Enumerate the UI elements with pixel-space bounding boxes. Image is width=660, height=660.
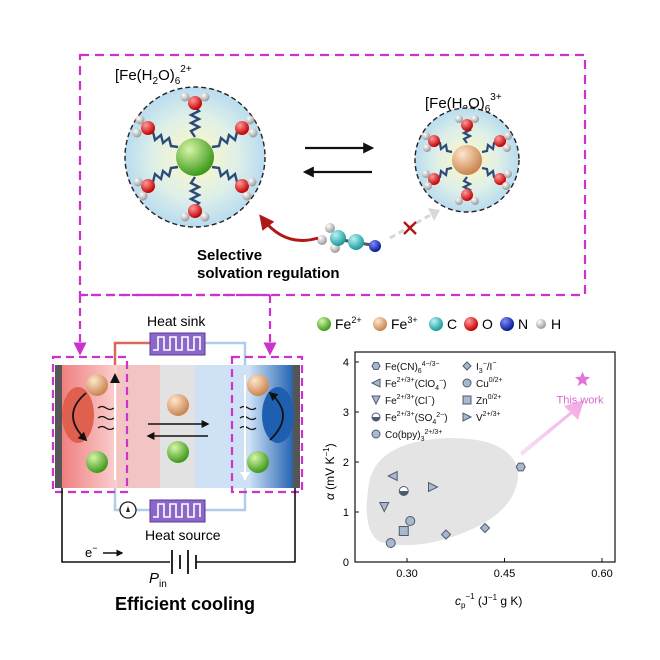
o-legend-swatch — [464, 317, 478, 331]
legend-fe-cl: Fe2+/3+(Cl−) — [385, 394, 435, 407]
data-point — [387, 470, 398, 482]
selective-binding-arrow — [259, 214, 319, 242]
literature-region — [366, 438, 519, 546]
fe3-legend-swatch — [373, 317, 387, 331]
legend-h: H — [551, 316, 561, 332]
h-legend-swatch — [536, 319, 546, 329]
fe2-legend-swatch — [317, 317, 331, 331]
fe2-hexaaqua-complex — [124, 86, 266, 228]
y-tick-label: 3 — [343, 407, 349, 419]
battery-icon — [171, 550, 197, 574]
data-point — [398, 526, 409, 536]
power-input-label: Pin — [149, 570, 167, 590]
legend-o: O — [482, 316, 493, 332]
legend-c: C — [447, 316, 457, 332]
fe2-complex-label: [Fe(H2O)62+ — [115, 64, 192, 87]
data-point — [462, 395, 472, 405]
selective-caption-line1: Selective — [197, 247, 262, 264]
legend-cu: Cu0/2+ — [476, 377, 503, 390]
c-legend-swatch — [429, 317, 443, 331]
data-point — [405, 516, 416, 526]
y-tick-label: 1 — [343, 507, 349, 519]
legend-fecn: Fe(CN)64−/3− — [385, 361, 440, 375]
x-tick-label: 0.30 — [396, 568, 417, 580]
water-molecules — [132, 92, 258, 222]
legend-co-bpy: Co(bpy)32+/3+ — [385, 429, 442, 443]
data-point — [462, 378, 472, 388]
legend-v: V2+/3+ — [476, 411, 501, 424]
panel-connectors — [73, 293, 277, 356]
n-legend-swatch — [500, 317, 514, 331]
equilibrium-arrows — [302, 142, 375, 178]
data-point — [515, 462, 526, 472]
data-point — [440, 529, 452, 540]
left-electrode — [55, 365, 62, 488]
thermocell-diagram: Heat sink — [51, 313, 304, 590]
selective-caption-line2: solvation regulation — [197, 265, 340, 282]
top-panel-frame — [78, 53, 587, 297]
data-point — [385, 538, 396, 548]
heat-sink-label: Heat sink — [147, 313, 206, 329]
electron-label: e− — [85, 543, 98, 560]
y-tick-label: 4 — [343, 357, 349, 369]
legend-fe3: Fe3+ — [391, 315, 418, 332]
atom-legend: Fe2+ Fe3+ C O N H — [317, 315, 561, 332]
data-point — [462, 412, 473, 422]
legend-n: N — [518, 316, 528, 332]
data-point — [371, 429, 381, 439]
legend-zn: Zn0/2+ — [476, 394, 502, 407]
data-point — [371, 362, 381, 370]
fe3-ion — [452, 145, 482, 175]
x-tick-label: 0.60 — [591, 568, 612, 580]
x-axis-label: cp−1 (J−1 g K) — [455, 592, 522, 610]
right-electrode — [293, 365, 300, 488]
this-work-label: This work — [557, 395, 605, 407]
data-point — [399, 491, 409, 496]
data-point — [462, 361, 472, 371]
improvement-arrow — [520, 400, 584, 456]
acetonitrile-molecule — [317, 223, 381, 253]
fe3-hexaaqua-complex — [414, 107, 520, 213]
data-point — [371, 395, 381, 406]
data-point — [372, 417, 380, 421]
data-point — [479, 522, 491, 534]
legend-fe2: Fe2+ — [335, 315, 362, 332]
data-point — [370, 378, 381, 388]
legend-iodide: I3−/I− — [476, 360, 496, 375]
blocked-cross-icon — [403, 221, 417, 235]
legend-fe-so4: Fe2+/3+(SO42−) — [385, 411, 448, 426]
data-point — [378, 502, 390, 513]
data-point — [428, 481, 439, 493]
x-tick-label: 0.45 — [494, 568, 515, 580]
y-tick-label: 2 — [343, 457, 349, 469]
seebeck-vs-heat-capacity-chart: 0.30 0.45 0.60 0 1 2 3 4 This work Fe(CN)64−/3−… — [322, 351, 616, 610]
fe2-ion — [176, 138, 214, 176]
y-axis-label: α (mV K−1) — [322, 443, 337, 500]
this-work-star — [574, 371, 591, 386]
heat-source-label: Heat source — [145, 527, 221, 543]
legend-fe-clo4: Fe2+/3+(ClO4−) — [385, 377, 447, 392]
efficient-cooling-title: Efficient cooling — [115, 594, 255, 614]
y-tick-label: 0 — [343, 557, 349, 569]
